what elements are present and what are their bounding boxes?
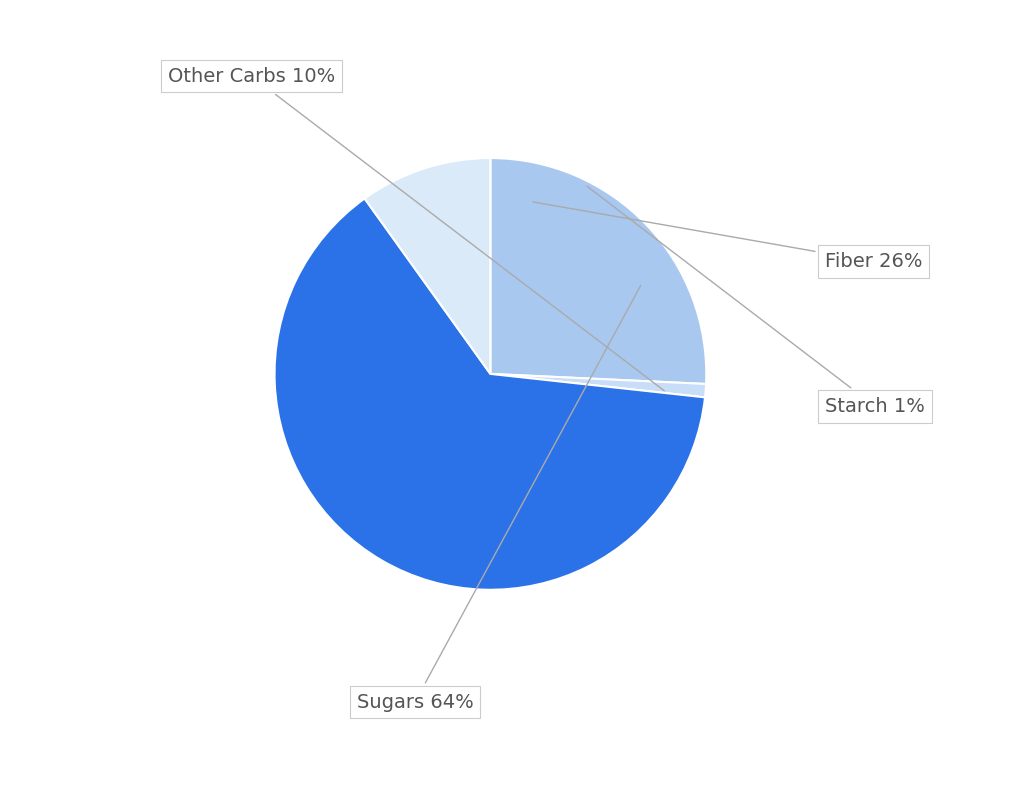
Wedge shape [274,199,705,590]
Wedge shape [490,374,706,397]
Text: Other Carbs 10%: Other Carbs 10% [168,66,665,391]
Text: Fiber 26%: Fiber 26% [532,202,923,271]
Text: Sugars 64%: Sugars 64% [356,286,641,712]
Wedge shape [365,158,490,374]
Text: Starch 1%: Starch 1% [587,186,925,416]
Wedge shape [490,158,707,384]
